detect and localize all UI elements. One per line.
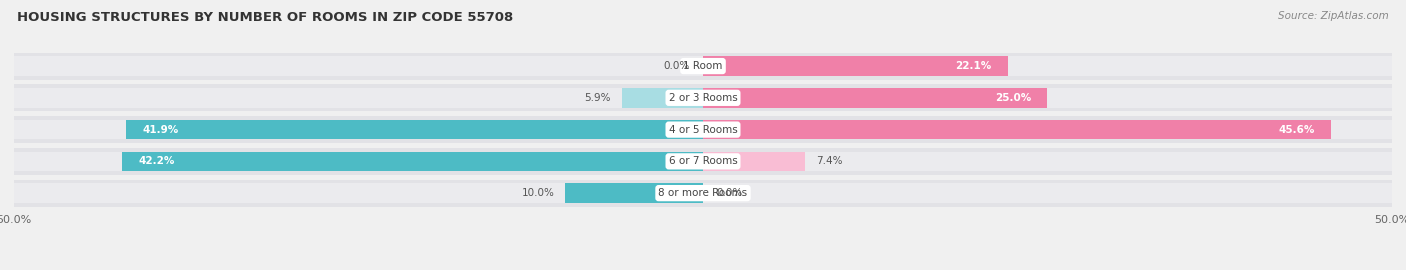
Bar xyxy=(14,116,1392,143)
Bar xyxy=(703,151,806,171)
Text: 22.1%: 22.1% xyxy=(955,61,991,71)
Text: 42.2%: 42.2% xyxy=(138,156,174,166)
Text: 1 Room: 1 Room xyxy=(683,61,723,71)
Text: 10.0%: 10.0% xyxy=(522,188,554,198)
Text: 0.0%: 0.0% xyxy=(664,61,689,71)
Text: 6 or 7 Rooms: 6 or 7 Rooms xyxy=(669,156,737,166)
Bar xyxy=(14,151,1392,171)
Text: 4 or 5 Rooms: 4 or 5 Rooms xyxy=(669,124,737,135)
Text: 5.9%: 5.9% xyxy=(583,93,610,103)
Text: 25.0%: 25.0% xyxy=(994,93,1031,103)
Text: HOUSING STRUCTURES BY NUMBER OF ROOMS IN ZIP CODE 55708: HOUSING STRUCTURES BY NUMBER OF ROOMS IN… xyxy=(17,11,513,24)
Bar xyxy=(14,120,1392,139)
Bar xyxy=(703,120,1331,139)
Bar xyxy=(14,148,1392,175)
Bar xyxy=(621,88,703,108)
Text: 41.9%: 41.9% xyxy=(142,124,179,135)
Text: 7.4%: 7.4% xyxy=(815,156,842,166)
Bar xyxy=(125,120,703,139)
Text: 45.6%: 45.6% xyxy=(1278,124,1315,135)
Bar xyxy=(703,88,1047,108)
Bar xyxy=(703,56,1008,76)
Bar xyxy=(565,183,703,203)
Text: 2 or 3 Rooms: 2 or 3 Rooms xyxy=(669,93,737,103)
Bar xyxy=(121,151,703,171)
Bar xyxy=(14,183,1392,203)
Bar xyxy=(14,53,1392,80)
Text: 0.0%: 0.0% xyxy=(717,188,742,198)
Bar xyxy=(14,56,1392,76)
Text: Source: ZipAtlas.com: Source: ZipAtlas.com xyxy=(1278,11,1389,21)
Text: 8 or more Rooms: 8 or more Rooms xyxy=(658,188,748,198)
Bar xyxy=(14,84,1392,111)
Bar xyxy=(14,88,1392,108)
Bar xyxy=(14,180,1392,207)
